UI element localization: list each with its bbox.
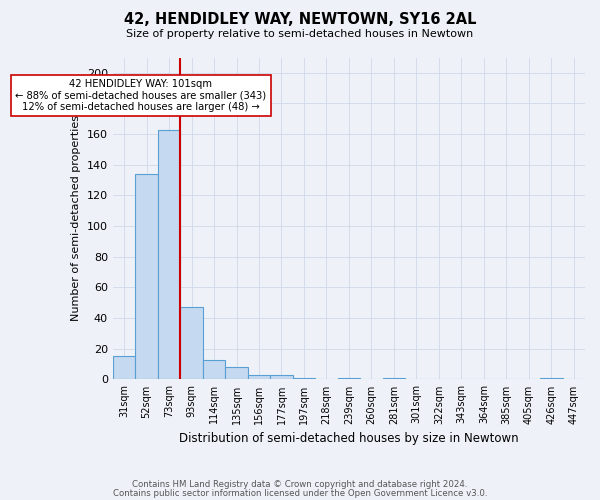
Bar [136,174,158,380]
Bar [338,378,360,380]
Bar [383,378,405,380]
Bar [270,375,293,380]
Bar [293,378,315,380]
Bar [158,130,181,380]
Bar [203,360,225,380]
Bar [248,375,270,380]
X-axis label: Distribution of semi-detached houses by size in Newtown: Distribution of semi-detached houses by … [179,432,519,445]
Bar [540,378,563,380]
Text: 42, HENDIDLEY WAY, NEWTOWN, SY16 2AL: 42, HENDIDLEY WAY, NEWTOWN, SY16 2AL [124,12,476,28]
Text: Size of property relative to semi-detached houses in Newtown: Size of property relative to semi-detach… [127,29,473,39]
Text: Contains public sector information licensed under the Open Government Licence v3: Contains public sector information licen… [113,488,487,498]
Bar [113,356,136,380]
Text: 42 HENDIDLEY WAY: 101sqm
← 88% of semi-detached houses are smaller (343)
12% of : 42 HENDIDLEY WAY: 101sqm ← 88% of semi-d… [16,79,266,112]
Bar [225,367,248,380]
Y-axis label: Number of semi-detached properties: Number of semi-detached properties [71,116,82,322]
Bar [181,308,203,380]
Text: Contains HM Land Registry data © Crown copyright and database right 2024.: Contains HM Land Registry data © Crown c… [132,480,468,489]
